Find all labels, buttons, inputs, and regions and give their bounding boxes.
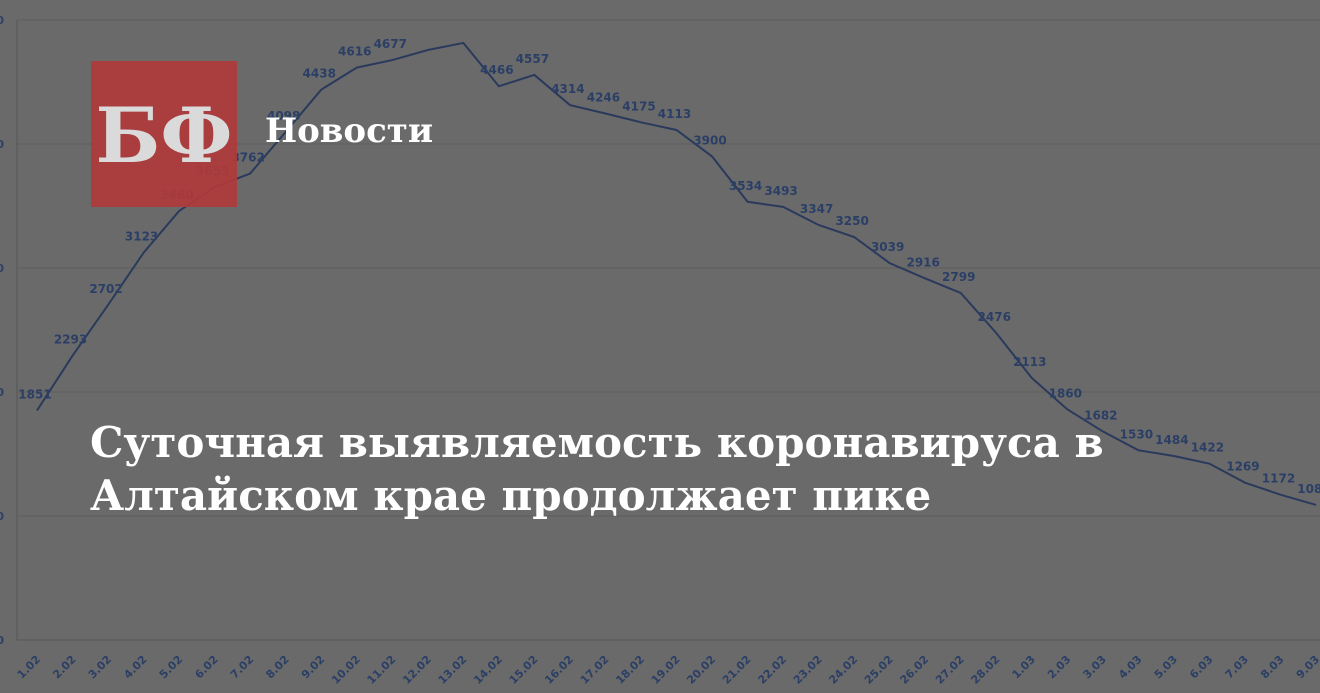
data-label: 1172 <box>1262 472 1295 486</box>
data-label: 4616 <box>338 45 371 59</box>
data-label: 2113 <box>1013 355 1046 369</box>
logo-box <box>91 61 237 207</box>
data-label: 1851 <box>18 387 51 401</box>
data-label: 2916 <box>906 255 939 269</box>
data-label: 2293 <box>54 333 87 347</box>
data-label: 1484 <box>1155 433 1188 447</box>
data-label: 3123 <box>125 230 158 244</box>
data-label: 4438 <box>303 67 336 81</box>
data-label: 3250 <box>835 214 868 228</box>
y-tick-label: 0 <box>0 634 4 647</box>
data-label: 4246 <box>587 90 620 104</box>
data-label: 4113 <box>658 107 691 121</box>
data-label: 1089 <box>1297 482 1320 496</box>
data-label: 4314 <box>551 82 584 96</box>
data-label: 3039 <box>871 240 904 254</box>
data-label: 4175 <box>622 99 655 113</box>
data-label: 1530 <box>1120 427 1153 441</box>
data-label: 3900 <box>693 133 726 147</box>
data-label: 3534 <box>729 179 762 193</box>
headline: Алтайском крае продолжает пике <box>90 471 931 520</box>
data-label: 1269 <box>1226 460 1259 474</box>
chart: 0100020003000400050001.022.023.024.025.0… <box>0 14 1320 687</box>
y-tick-label: 3000 <box>0 262 4 275</box>
data-label: 2476 <box>978 310 1011 324</box>
data-label: 3762 <box>231 151 264 165</box>
data-label: 4677 <box>374 37 407 51</box>
data-label: 1860 <box>1049 386 1082 400</box>
y-tick-label: 5000 <box>0 14 4 27</box>
y-tick-label: 1000 <box>0 510 4 523</box>
data-label: 2702 <box>89 282 122 296</box>
data-label: 2799 <box>942 270 975 284</box>
data-label: 4466 <box>480 63 513 77</box>
y-tick-label: 4000 <box>0 138 4 151</box>
headline: Суточная выявляемость коронавируса в <box>90 418 1104 467</box>
data-label: 4557 <box>516 52 549 66</box>
data-label: 3493 <box>764 184 797 198</box>
logo-text: БФ <box>95 91 232 180</box>
data-label: 3347 <box>800 202 833 216</box>
data-label: 1422 <box>1191 441 1224 455</box>
section-label: Новости <box>265 111 433 151</box>
data-label: 1682 <box>1084 408 1117 422</box>
y-tick-label: 2000 <box>0 386 4 399</box>
data-line <box>36 41 1317 506</box>
data-label: 4098 <box>267 109 300 123</box>
